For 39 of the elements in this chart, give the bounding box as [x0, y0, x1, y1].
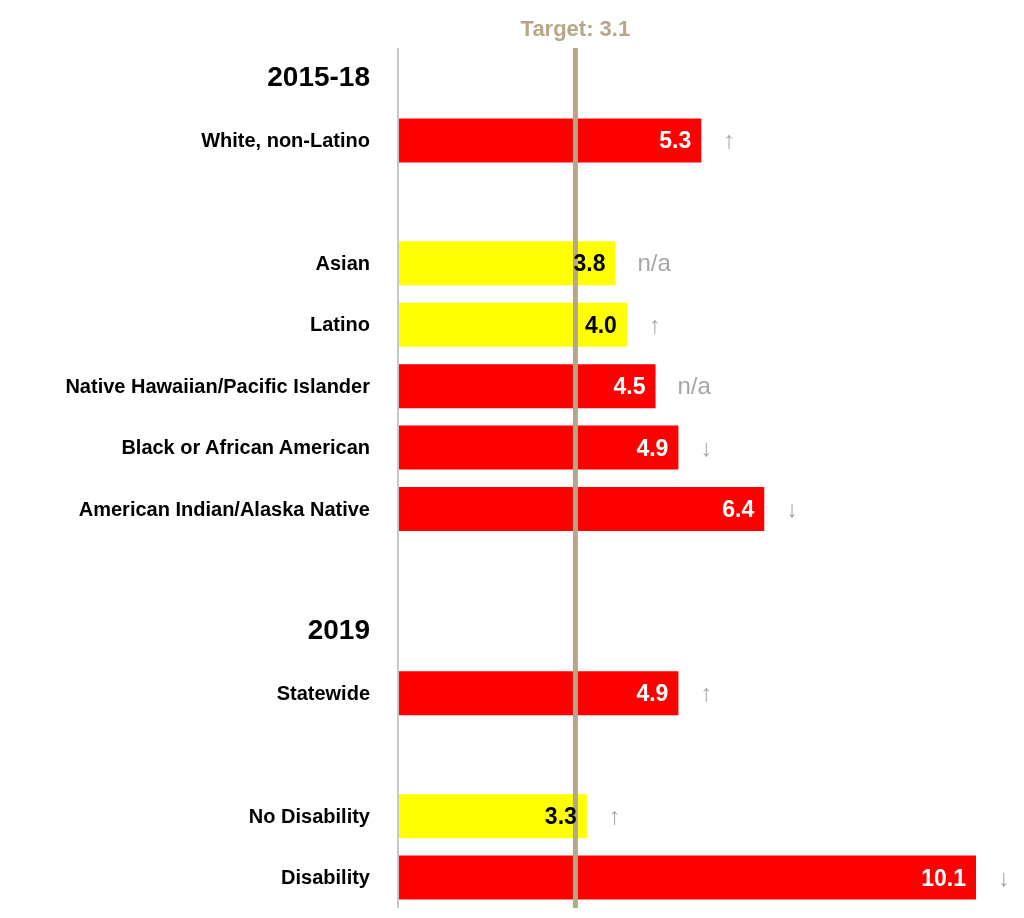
data-label: 6.4: [722, 496, 755, 522]
bar: [398, 118, 702, 163]
bar: [398, 364, 656, 409]
annotation: n/a: [637, 249, 672, 277]
y-tick-label: American Indian/Alaska Native: [78, 497, 370, 520]
y-tick-label: Latino: [310, 313, 370, 336]
bar: [398, 671, 679, 716]
annotation: ↓: [998, 863, 1010, 891]
annotation: ↓: [786, 495, 799, 522]
y-tick-label: Statewide: [276, 682, 370, 704]
data-label: 4.5: [613, 373, 646, 400]
annotation: n/a: [677, 372, 712, 400]
data-label: 3.8: [573, 250, 606, 277]
y-tick-label: Black or African American: [121, 436, 370, 459]
bar: [398, 794, 587, 839]
y-tick-label: 2015-18: [267, 60, 370, 92]
annotation: ↓: [700, 433, 713, 461]
annotation: ↑: [608, 802, 621, 830]
bar: [398, 855, 976, 900]
y-tick-label: White, non-Latino: [201, 129, 370, 152]
annotation: ↑: [700, 679, 713, 707]
y-tick-label: 2019: [307, 613, 370, 645]
data-label: 5.3: [659, 127, 692, 154]
data-label: 10.1: [921, 864, 967, 891]
data-label: 4.0: [584, 311, 617, 338]
annotation: ↑: [648, 310, 661, 338]
y-tick-label: Disability: [281, 866, 371, 889]
bar: [398, 302, 627, 347]
bar: [398, 425, 679, 470]
data-label: 4.9: [636, 680, 669, 707]
annotation: ↑: [723, 126, 736, 154]
y-tick-label: Asian: [315, 252, 370, 274]
y-tick-label: Native Hawaiian/Pacific Islander: [65, 374, 371, 397]
bar: [398, 241, 616, 286]
bar: [398, 487, 765, 531]
data-label: 3.3: [544, 803, 577, 830]
ref-line-label: Target: 3.1: [520, 16, 631, 41]
data-label: 4.9: [636, 434, 669, 461]
y-tick-label: No Disability: [248, 804, 371, 827]
